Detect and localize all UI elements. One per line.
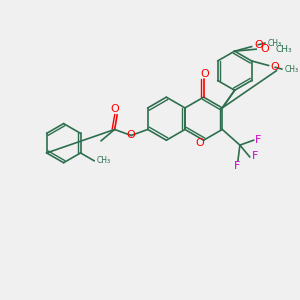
Text: CH₃: CH₃ [285,64,299,74]
Text: CH₃: CH₃ [97,156,111,165]
Text: CH₃: CH₃ [268,38,282,47]
Text: O: O [127,130,136,140]
Text: O: O [261,44,269,54]
Text: F: F [251,151,258,161]
Text: O: O [195,138,204,148]
Text: F: F [234,161,240,171]
Text: O: O [271,62,280,72]
Text: F: F [255,135,262,145]
Text: CH₃: CH₃ [276,45,292,54]
Text: O: O [111,104,120,114]
Text: O: O [254,40,262,50]
Text: O: O [200,69,209,79]
